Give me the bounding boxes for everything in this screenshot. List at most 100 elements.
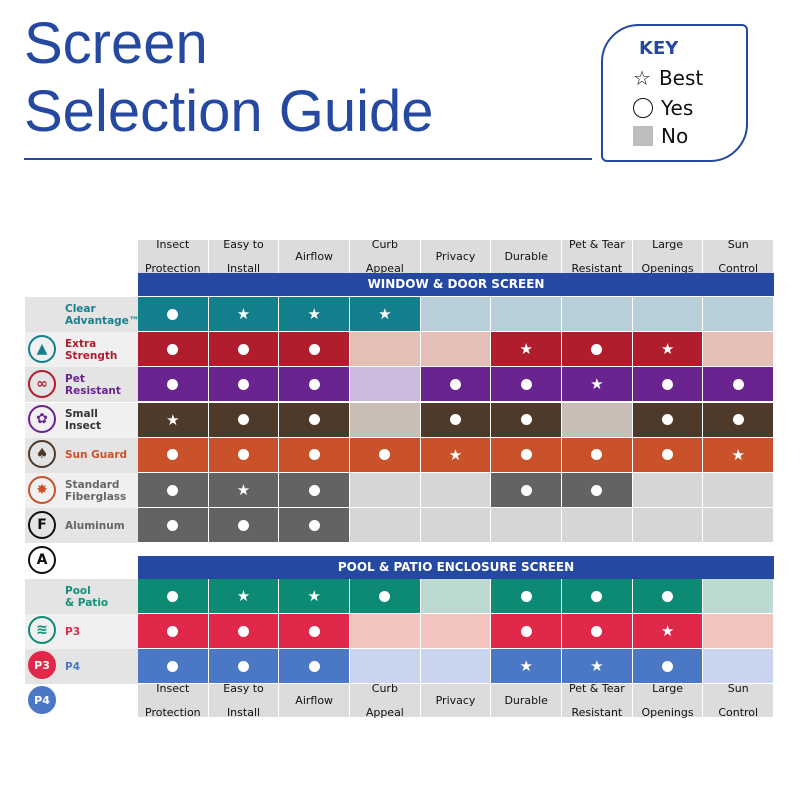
- yes-circle-icon: [167, 660, 179, 672]
- column-header-line: Install: [226, 705, 261, 719]
- row-label-text: P3: [65, 626, 80, 638]
- circle-icon: [633, 98, 653, 118]
- rating-cell-no: [350, 367, 421, 403]
- rating-cell-no: [350, 332, 421, 368]
- column-header-line: Durable: [504, 249, 548, 263]
- rating-cell-no: [703, 649, 775, 685]
- title-line-1: Screen: [24, 11, 208, 76]
- rating-cell-no: [420, 614, 492, 650]
- key-no: No: [633, 124, 688, 148]
- column-header-line: Install: [226, 261, 261, 275]
- rating-cell-yes: [703, 402, 775, 438]
- row-label-text: Pool & Patio: [65, 585, 108, 609]
- rating-cell-yes: [279, 508, 351, 544]
- row-label-line: Insect: [65, 420, 101, 433]
- key-yes-label: Yes: [661, 96, 694, 120]
- rating-cell-yes: [562, 614, 633, 650]
- rating-cell-no: [350, 473, 421, 508]
- rating-cell-yes: [632, 402, 704, 438]
- table-row: Aluminum: [25, 508, 775, 544]
- yes-circle-icon: [167, 590, 179, 602]
- column-header-line: Resistant: [571, 705, 623, 719]
- row-label-line: Pet: [65, 372, 85, 385]
- rating-cell-no: [350, 649, 421, 685]
- rating-cell-best: ★: [208, 579, 280, 614]
- rating-cell-yes: [138, 437, 209, 473]
- table-row: P3 ★: [25, 614, 775, 650]
- yes-circle-icon: [167, 308, 179, 320]
- column-header: Privacy: [421, 684, 492, 717]
- rating-cell-yes: [279, 402, 351, 438]
- paw-icon: ✿: [28, 405, 56, 433]
- rating-cell-no: [350, 614, 421, 650]
- yes-circle-icon: [662, 378, 674, 390]
- row-label-line: Strength: [65, 349, 118, 362]
- key-no-label: No: [661, 124, 689, 148]
- star-icon: ☆: [633, 66, 651, 90]
- rating-cell-no: [420, 508, 492, 544]
- table-row: Standard Fiberglass ★: [25, 473, 775, 508]
- table-row: Pool & Patio ★ ★: [25, 579, 775, 614]
- best-star-icon: ★: [236, 481, 251, 499]
- rating-cell-yes: [491, 367, 563, 403]
- rating-cell-no: [420, 579, 492, 614]
- key-title: KEY: [639, 38, 679, 59]
- rating-cell-yes: [208, 614, 280, 650]
- row-label-line: Fiberglass: [65, 490, 127, 503]
- row-label-line: Clear: [65, 302, 96, 315]
- row-label: Pool & Patio: [25, 579, 138, 614]
- column-header: Large Openings: [633, 681, 704, 719]
- yes-circle-icon: [238, 378, 249, 390]
- column-header: Airflow: [279, 684, 351, 717]
- yes-circle-icon: [238, 343, 249, 355]
- row-label-text: Small Insect: [65, 408, 101, 432]
- row-label-line: Extra: [65, 337, 97, 350]
- yes-circle-icon: [450, 414, 462, 426]
- row-label: Clear Advantage™: [25, 297, 139, 332]
- yes-circle-icon: [662, 449, 674, 461]
- best-star-icon: ★: [519, 340, 533, 359]
- column-header-line: Openings: [641, 705, 694, 719]
- rating-cell-yes: [491, 437, 563, 473]
- rating-cell-yes: [562, 332, 633, 368]
- column-header-line: Control: [718, 261, 759, 275]
- rating-cell-best: ★: [279, 579, 351, 614]
- section-banner: WINDOW & DOOR SCREEN: [138, 273, 774, 296]
- rating-cell-yes: [138, 367, 209, 403]
- row-label-text: Pet Resistant: [65, 373, 121, 397]
- rating-cell-yes: [138, 473, 209, 508]
- rating-cell-no: [420, 332, 492, 368]
- rating-cell-yes: [562, 579, 633, 614]
- chain-icon: ∞: [28, 370, 56, 398]
- yes-circle-icon: [167, 519, 179, 531]
- table-row: Small Insect ★: [25, 402, 775, 438]
- yes-circle-icon: [520, 484, 532, 496]
- yes-circle-icon: [732, 414, 744, 426]
- key-best-label: Best: [658, 66, 704, 90]
- yes-circle-icon: [167, 343, 179, 355]
- rating-cell-no: [420, 473, 492, 508]
- rating-cell-no: [491, 508, 563, 544]
- yes-circle-icon: [520, 414, 532, 426]
- rating-cell-no: [420, 297, 492, 332]
- rating-cell-no: [420, 649, 492, 685]
- table-row: Clear Advantage™ ★ ★ ★: [25, 297, 775, 332]
- rating-cell-no: [350, 402, 421, 438]
- best-star-icon: ★: [590, 657, 604, 676]
- yes-circle-icon: [591, 343, 603, 355]
- row-label-text: Sun Guard: [65, 449, 127, 461]
- column-header-line: Appeal: [365, 705, 404, 719]
- rating-cell-no: [703, 579, 775, 614]
- rating-cell-yes: [208, 367, 280, 403]
- rating-cell-yes: [208, 508, 280, 544]
- rating-cell-yes: [208, 332, 280, 368]
- yes-circle-icon: [167, 625, 179, 637]
- row-label-line: Pool: [65, 584, 91, 597]
- title-divider: [24, 158, 592, 160]
- rating-cell-no: [632, 473, 704, 508]
- rating-cell-no: [562, 508, 633, 544]
- best-star-icon: ★: [236, 587, 251, 605]
- yes-circle-icon: [167, 484, 179, 496]
- best-star-icon: ★: [519, 657, 533, 676]
- column-header-line: Large: [652, 681, 684, 695]
